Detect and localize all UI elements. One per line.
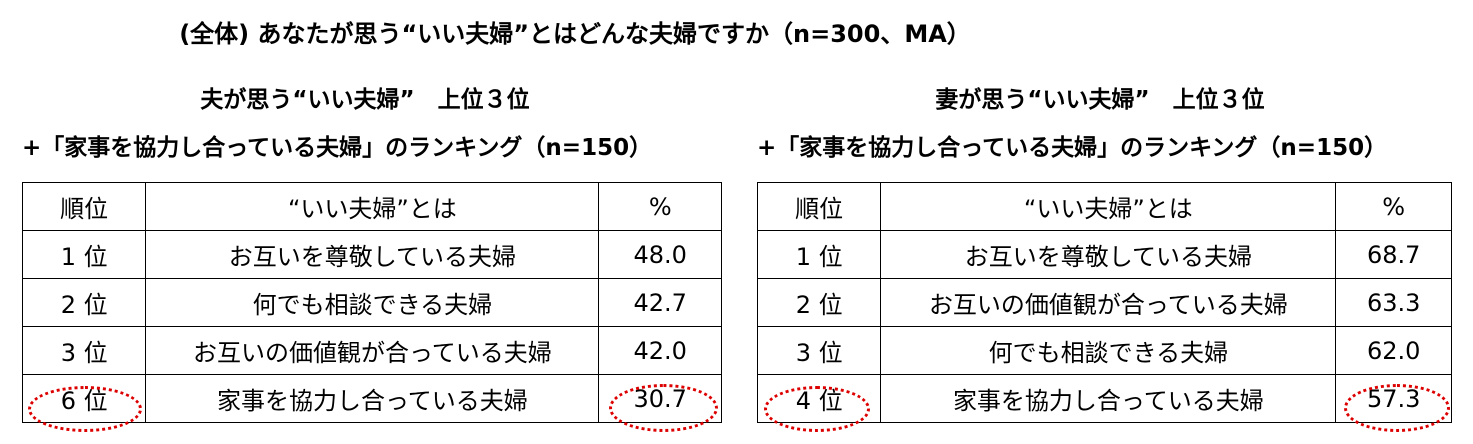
cell: お互いの価値観が合っている夫婦 [880, 278, 1337, 327]
ranking-table: 順位 “いい夫婦”とは% 1 位お互いを尊敬している夫婦 48.0 2 位何でも相談でき… [21, 182, 722, 423]
ranking-table: 順位 “いい夫婦”とは% 1 位お互いを尊敬している夫婦 68.7 2 位お互いの価値観… [756, 182, 1452, 423]
cell: 1 位 [21, 230, 147, 279]
panel: 妻が思う“いい夫婦” 上位３位 +「家事を協力し合っている夫婦」のランキング（n… [756, 80, 1452, 423]
cell: 2 位 [21, 278, 147, 327]
row: 3 位何でも相談できる夫婦 62.0 [756, 326, 1452, 375]
highlight-ring [1344, 384, 1450, 432]
row: 1 位お互いを尊敬している夫婦 48.0 [21, 230, 722, 279]
cell: 62.0 [1335, 326, 1452, 375]
header-cell: 順位 [756, 182, 882, 231]
header-cell: “いい夫婦”とは [145, 182, 600, 231]
heading: 夫が思う“いい夫婦” 上位３位 [200, 87, 530, 113]
cell: お互いを尊敬している夫婦 [145, 230, 600, 279]
row: 2 位お互いの価値観が合っている夫婦 63.3 [756, 278, 1452, 327]
panel: 夫が思う“いい夫婦” 上位３位 +「家事を協力し合っている夫婦」のランキング（n… [21, 80, 722, 423]
cell: お互いの価値観が合っている夫婦 [145, 326, 600, 375]
header-cell: % [1335, 182, 1452, 231]
highlight-ring [609, 384, 718, 432]
heading: 妻が思う“いい夫婦” 上位３位 [935, 87, 1265, 113]
cell: 1 位 [756, 230, 882, 279]
header-cell: 順位 [21, 182, 147, 231]
cell: 家事を協力し合っている夫婦 [880, 374, 1337, 423]
row: 3 位お互いの価値観が合っている夫婦 42.0 [21, 326, 722, 375]
subheading: +「家事を協力し合っている夫婦」のランキング（n=150） [22, 135, 653, 161]
header-row: 順位 “いい夫婦”とは% [756, 182, 1452, 231]
cell: 何でも相談できる夫婦 [145, 278, 600, 327]
cell: 3 位 [21, 326, 147, 375]
header-row: 順位 “いい夫婦”とは% [21, 182, 722, 231]
subheading: +「家事を協力し合っている夫婦」のランキング（n=150） [757, 135, 1388, 161]
cell: 68.7 [1335, 230, 1452, 279]
row: 1 位お互いを尊敬している夫婦 68.7 [756, 230, 1452, 279]
cell: 48.0 [598, 230, 722, 279]
cell: 42.0 [598, 326, 722, 375]
cell: 家事を協力し合っている夫婦 [145, 374, 600, 423]
row: 2 位何でも相談できる夫婦 42.7 [21, 278, 722, 327]
highlight-ring [28, 386, 142, 432]
cell: 63.3 [1335, 278, 1452, 327]
header-cell: “いい夫婦”とは [880, 182, 1337, 231]
cell: 3 位 [756, 326, 882, 375]
cell: お互いを尊敬している夫婦 [880, 230, 1337, 279]
cell: 2 位 [756, 278, 882, 327]
highlight-ring [764, 386, 870, 432]
header-cell: % [598, 182, 722, 231]
cell: 42.7 [598, 278, 722, 327]
title: (全体) あなたが思う“いい夫婦”とはどんな夫婦ですか（n=300、MA） [179, 20, 971, 48]
cell: 何でも相談できる夫婦 [880, 326, 1337, 375]
